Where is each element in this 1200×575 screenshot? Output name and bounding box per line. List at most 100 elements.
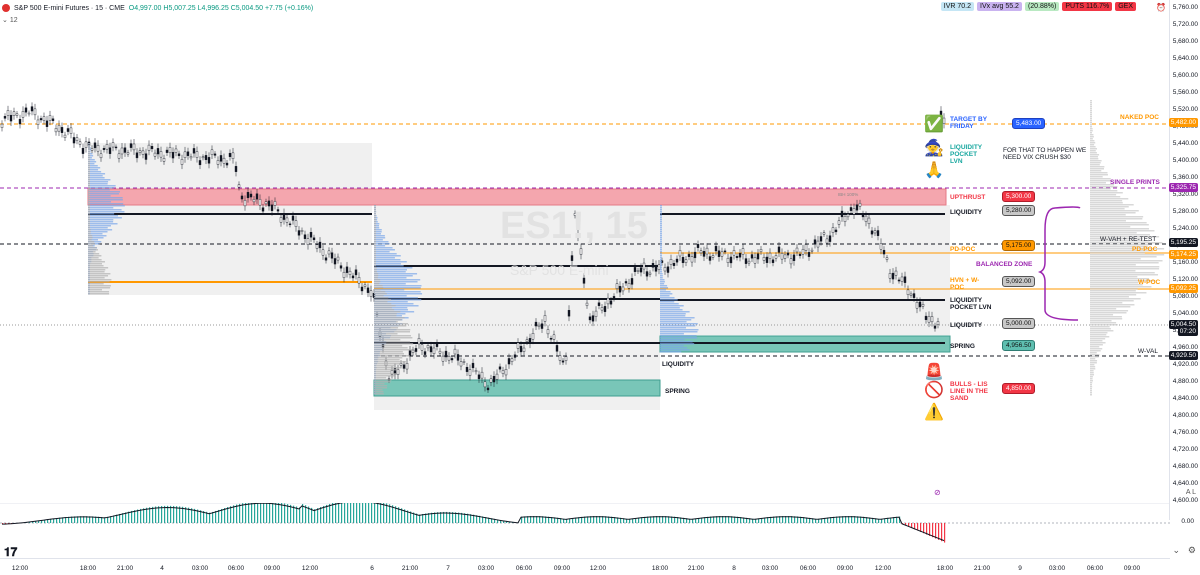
alarm-clock-icon[interactable]: ⏰: [1156, 3, 1166, 12]
oscillator-bar: [89, 516, 91, 523]
wizard-icon: 🧙: [924, 140, 944, 157]
candle: [657, 264, 661, 270]
settings-icon[interactable]: ⚙: [1187, 545, 1196, 555]
profile-bar: [1090, 168, 1105, 170]
candle: [369, 290, 373, 297]
chevron-down-icon: ⌄: [2, 17, 8, 24]
profile-bar: [88, 197, 123, 199]
oscillator-bar: [230, 506, 232, 523]
candle: [129, 143, 133, 148]
profile-bar: [374, 369, 398, 371]
profile-bar: [374, 227, 376, 229]
oscillator-bar: [575, 517, 577, 523]
oscillator-bar: [530, 516, 532, 523]
price-tick-label: 4,920.00: [1172, 361, 1198, 368]
profile-bar: [374, 351, 403, 353]
candle: [672, 263, 676, 266]
alarm-icon: 🚨: [924, 364, 944, 381]
oscillator-bar: [227, 507, 229, 523]
oscillator-bar: [701, 517, 703, 523]
time-tick-label: 09:00: [1123, 565, 1141, 572]
profile-bar: [374, 361, 406, 363]
price-chart[interactable]: [0, 0, 1170, 520]
oscillator-bar: [464, 513, 466, 523]
profile-bar: [88, 215, 90, 217]
oscillator-bar: [206, 511, 208, 523]
candle: [249, 193, 253, 198]
profile-bar: [1090, 122, 1092, 124]
candle: [564, 356, 568, 361]
profile-bar: [374, 385, 388, 387]
profile-bar: [88, 289, 102, 291]
oscillator-bar: [257, 503, 259, 523]
indicator-toggle[interactable]: ⌄ 12: [2, 16, 18, 24]
profile-bar: [1090, 390, 1092, 392]
profile-bar: [88, 167, 90, 169]
candle: [543, 315, 547, 322]
oscillator-bar: [266, 503, 268, 523]
oscillator-bar: [620, 517, 622, 523]
profile-bar: [88, 263, 103, 265]
oscillator-bar: [914, 523, 916, 530]
oscillator-bar: [896, 516, 898, 523]
oscillator-bar: [659, 516, 661, 523]
oscillator-panel[interactable]: [0, 503, 1170, 559]
oscillator-bar: [692, 518, 694, 523]
profile-bar: [660, 311, 690, 313]
oscillator-bar: [347, 503, 349, 523]
scale-auto-button[interactable]: A L: [1185, 489, 1196, 496]
candle: [15, 113, 19, 116]
profile-bar: [660, 215, 662, 217]
profile-bar: [88, 153, 90, 155]
symbol-title[interactable]: S&P 500 E-mini Futures · 15 · CME: [14, 4, 125, 12]
profile-bar: [660, 211, 662, 213]
candle: [432, 347, 436, 355]
profile-bar: [374, 243, 376, 245]
price-tick-label: 5,640.00: [1172, 55, 1198, 62]
profile-bar: [1090, 134, 1094, 136]
profile-bar: [88, 279, 112, 281]
candle: [501, 370, 505, 374]
oscillator-bar: [662, 516, 664, 523]
profile-bar: [1090, 260, 1163, 262]
candle: [414, 348, 418, 352]
stat-badge: (20.88%): [1024, 2, 1060, 11]
liquidity-mid-label: LIQUIDITY: [950, 322, 983, 329]
price-axis[interactable]: 5,760.00 5,720.00 5,680.00 5,640.00 5,600.00…: [1169, 0, 1200, 520]
oscillator-bar: [242, 503, 244, 523]
oscillator-bar: [365, 503, 367, 523]
oscillator-bar: [584, 516, 586, 523]
candle: [270, 204, 274, 211]
oscillator-bar: [602, 516, 604, 523]
candle: [24, 107, 28, 113]
time-tick-label: 06:00: [515, 565, 533, 572]
chevron-down-icon[interactable]: ⌄: [1172, 545, 1180, 555]
oscillator-bar: [284, 503, 286, 523]
profile-bar: [660, 209, 662, 211]
profile-bar: [660, 305, 684, 307]
candle: [915, 302, 919, 309]
candle: [294, 220, 298, 227]
time-axis[interactable]: 12:00 18:00 21:00 4 03:00 06:00 09:00 12:00 6 21:…: [0, 558, 1170, 575]
oscillator-bar: [677, 517, 679, 523]
oscillator-bar: [320, 507, 322, 523]
price-tick-label: 4,880.00: [1172, 378, 1198, 385]
oscillator-bar: [455, 512, 457, 523]
profile-bar: [1090, 254, 1165, 256]
price-tick-label: 5,560.00: [1172, 89, 1198, 96]
replay-icon[interactable]: ⊘: [934, 488, 941, 497]
candle: [153, 152, 157, 157]
candle: [417, 338, 421, 345]
oscillator-bar: [47, 519, 49, 523]
oscillator-bar: [521, 516, 523, 523]
candle: [603, 306, 607, 312]
candle: [777, 246, 781, 253]
oscillator-bar: [944, 523, 946, 543]
candle: [210, 149, 214, 155]
profile-bar: [374, 231, 376, 233]
candle: [222, 157, 226, 164]
profile-bar: [88, 195, 90, 197]
candle: [195, 151, 199, 158]
oscillator-bar: [623, 518, 625, 523]
candle: [63, 134, 67, 138]
